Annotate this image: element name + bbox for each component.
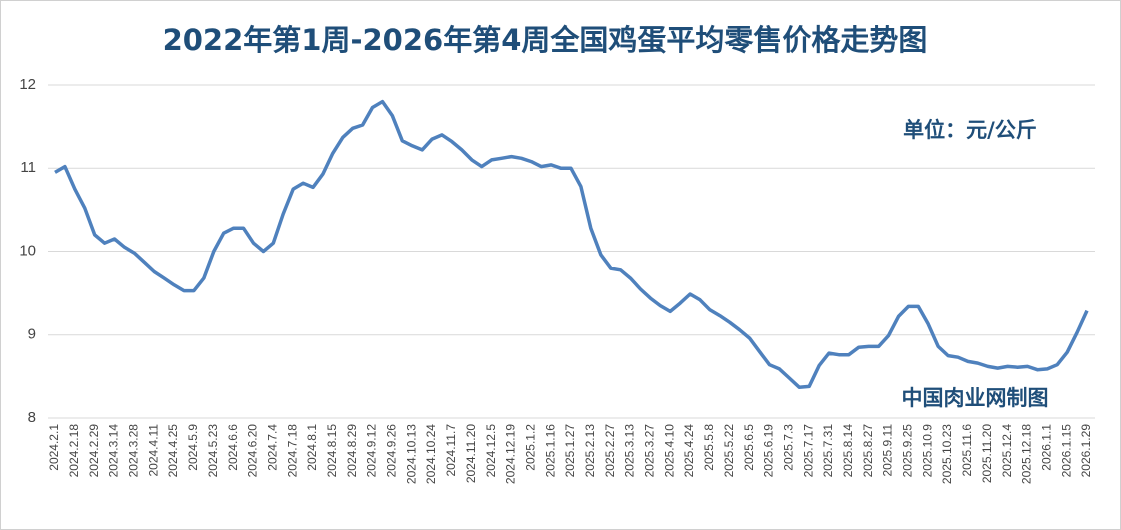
x-tick-label: 2025.8.14: [841, 424, 855, 478]
x-tick-label: 2024.8.1: [305, 424, 319, 471]
x-tick-label: 2024.9.12: [365, 424, 379, 478]
x-tick-label: 2025.8.27: [861, 424, 875, 478]
x-tick-label: 2024.4.11: [146, 424, 160, 477]
x-tick-label: 2024.8.15: [325, 424, 339, 478]
x-tick-label: 2025.11.20: [980, 424, 994, 483]
x-tick-label: 2024.6.6: [226, 424, 240, 471]
x-tick-label: 2025.2.13: [583, 424, 597, 478]
x-tick-label: 2026.1.15: [1059, 424, 1073, 478]
x-tick-label: 2025.2.27: [603, 424, 617, 478]
x-tick-label: 2025.5.8: [702, 424, 716, 471]
chart-title: 2022年第1周-2026年第4周全国鸡蛋平均零售价格走势图: [163, 23, 928, 57]
x-tick-label: 2024.2.1: [47, 424, 61, 471]
x-tick-label: 2025.3.27: [643, 424, 657, 478]
x-tick-label: 2025.1.27: [563, 424, 577, 478]
credit-note: 中国肉业网制图: [902, 386, 1049, 410]
x-tick-label: 2024.11.20: [464, 424, 478, 483]
x-tick-label: 2024.10.24: [424, 424, 438, 484]
x-tick-label: 2024.6.20: [246, 424, 260, 478]
x-tick-label: 2024.10.13: [404, 424, 418, 484]
x-tick-label: 2025.7.31: [821, 424, 835, 478]
x-tick-label: 2025.12.18: [1020, 424, 1034, 484]
y-tick-label: 12: [19, 76, 36, 93]
x-tick-label: 2025.4.10: [662, 424, 676, 478]
x-tick-label: 2025.6.19: [762, 424, 776, 478]
x-tick-label: 2024.11.7: [444, 424, 458, 477]
line-series: [54, 99, 1089, 389]
x-tick-label: 2025.9.25: [901, 424, 915, 478]
y-tick-label: 11: [20, 159, 36, 176]
x-tick-label: 2025.6.5: [742, 424, 756, 471]
x-tick-label: 2025.1.2: [523, 424, 537, 471]
x-tick-label: 2024.8.29: [345, 424, 359, 478]
x-tick-label: 2025.12.4: [1000, 424, 1014, 478]
y-tick-label: 8: [28, 409, 36, 426]
x-tick-label: 2025.7.3: [781, 424, 795, 471]
x-tick-label: 2024.4.25: [166, 424, 180, 478]
x-tick-label: 2024.5.23: [206, 424, 220, 478]
x-tick-label: 2024.3.28: [127, 424, 141, 478]
x-tick-label: 2024.12.5: [484, 424, 498, 478]
x-tick-label: 2024.2.18: [67, 424, 81, 478]
x-tick-label: 2025.4.24: [682, 424, 696, 478]
x-tick-label: 2026.1.1: [1039, 424, 1053, 471]
x-tick-label: 2024.9.26: [385, 424, 399, 478]
y-tick-label: 9: [28, 326, 36, 343]
x-tick-label: 2025.9.11: [881, 424, 895, 477]
x-tick-label: 2024.5.9: [186, 424, 200, 471]
x-tick-label: 2024.7.4: [265, 424, 279, 471]
x-tick-label: 2025.10.9: [920, 424, 934, 478]
x-tick-label: 2024.2.29: [87, 424, 101, 478]
x-tick-label: 2025.7.17: [801, 424, 815, 478]
x-tick-label: 2024.7.18: [285, 424, 299, 478]
x-tick-label: 2024.3.14: [107, 424, 121, 478]
x-tick-label: 2026.1.29: [1079, 424, 1093, 478]
unit-note: 单位：元/公斤: [903, 118, 1037, 142]
x-tick-label: 2025.3.13: [623, 424, 637, 478]
x-tick-label: 2025.5.22: [722, 424, 736, 478]
x-tick-label: 2025.1.16: [543, 424, 557, 478]
x-tick-label: 2024.12.19: [504, 424, 518, 484]
x-tick-label: 2025.10.23: [940, 424, 954, 484]
x-tick-label: 2025.11.6: [960, 424, 974, 477]
y-tick-label: 10: [19, 242, 36, 259]
